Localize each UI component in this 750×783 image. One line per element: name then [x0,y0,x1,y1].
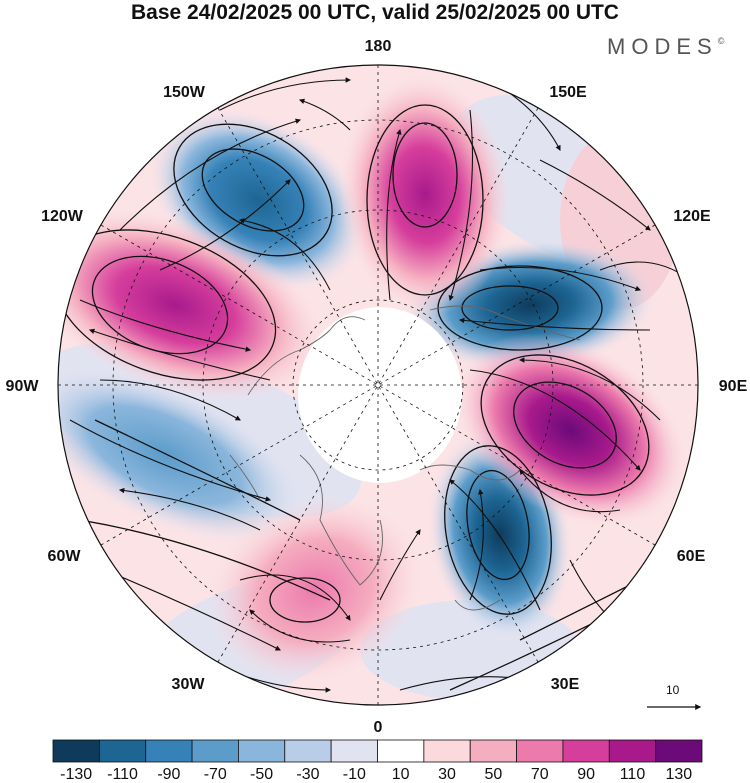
negative-anomaly-north-america [58,366,304,544]
lon-label-120e: 120E [673,208,711,225]
field-layer [58,65,698,705]
positive-anomaly-russia [453,333,687,527]
map-boundary [57,64,699,706]
lon-label-30e: 30E [551,676,580,693]
lon-label-30w: 30W [172,676,206,693]
lon-label-60w: 60W [48,548,82,565]
lon-label-90e: 90E [719,378,748,395]
positive-anomaly-greenland-atlantic [208,496,422,684]
coastlines [229,305,581,611]
lon-label-60e: 60E [677,548,706,565]
lon-label-0: 0 [374,719,383,736]
lon-label-90w: 90W [6,378,40,395]
lon-label-150e: 150E [549,84,587,101]
lon-label-150w: 150W [163,84,206,101]
lon-label-120w: 120W [41,208,84,225]
positive-anomaly-west-canada [58,209,324,401]
longitude-labels: 180 150E 120E 90E 60E 30E 0 30W 60W 90W … [6,38,748,736]
modes-logo: MODES© [607,34,725,59]
graticule [58,65,698,705]
lon-label-180: 180 [365,38,392,55]
reference-vector-label: 10 [666,683,680,697]
figure-title: Base 24/02/2025 00 UTC, valid 25/02/2025… [131,1,619,24]
